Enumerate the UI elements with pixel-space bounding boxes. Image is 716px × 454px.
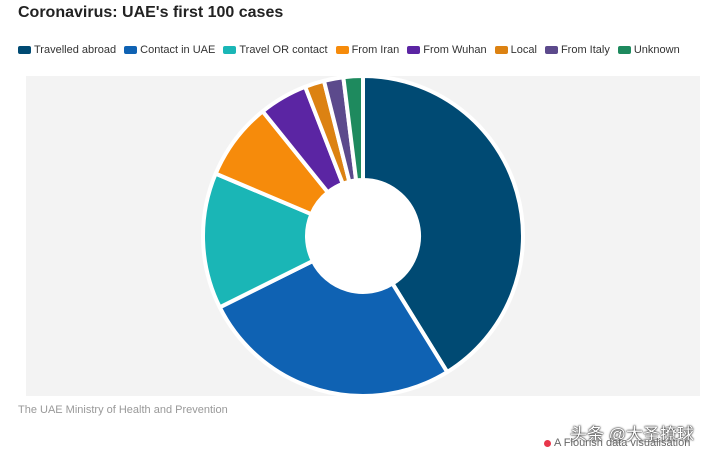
legend-label: Local: [510, 44, 537, 56]
legend-item[interactable]: Unknown: [617, 44, 680, 56]
legend-label: Travel OR contact: [239, 44, 328, 56]
legend-item[interactable]: From Iran: [335, 44, 400, 56]
donut-chart: [201, 76, 525, 396]
legend-item[interactable]: Travelled abroad: [18, 44, 116, 56]
chart-legend: Travelled abroad Contact in UAE Travel OR …: [18, 44, 680, 56]
donut-slice[interactable]: [217, 258, 450, 396]
legend-swatch: [544, 46, 558, 54]
flourish-credit[interactable]: A Flourish data visualisation: [544, 437, 690, 449]
legend-swatch: [407, 46, 421, 54]
legend-item[interactable]: From Italy: [544, 44, 610, 56]
legend-label: Travelled abroad: [34, 44, 117, 56]
legend-swatch: [18, 46, 31, 54]
legend-swatch: [124, 46, 138, 54]
plot-area: [26, 76, 700, 396]
legend-swatch: [335, 46, 349, 54]
legend-label: Contact in UAE: [140, 44, 216, 56]
donut-slice[interactable]: [201, 171, 315, 310]
donut-hole: [308, 181, 418, 291]
chart-title: Coronavirus: UAE's first 100 cases: [18, 4, 284, 21]
legend-label: From Iran: [351, 44, 400, 56]
flourish-logo-icon: [544, 439, 551, 447]
watermark-text: 头条 @大圣撩球: [570, 425, 694, 444]
legend-item[interactable]: From Wuhan: [407, 44, 487, 56]
legend-swatch: [223, 46, 237, 54]
source-note: The UAE Ministry of Health and Preventio…: [18, 404, 228, 416]
legend-swatch: [617, 46, 631, 54]
legend-item[interactable]: Local: [494, 44, 537, 56]
legend-swatch: [494, 46, 508, 54]
legend-label: Unknown: [633, 44, 680, 56]
donut-slice[interactable]: [341, 76, 365, 183]
legend-item[interactable]: Contact in UAE: [124, 44, 215, 56]
legend-label: From Italy: [560, 44, 610, 56]
legend-label: From Wuhan: [423, 44, 487, 56]
legend-item[interactable]: Travel OR contact: [223, 44, 328, 56]
flourish-credit-label: A Flourish data visualisation: [554, 437, 691, 449]
